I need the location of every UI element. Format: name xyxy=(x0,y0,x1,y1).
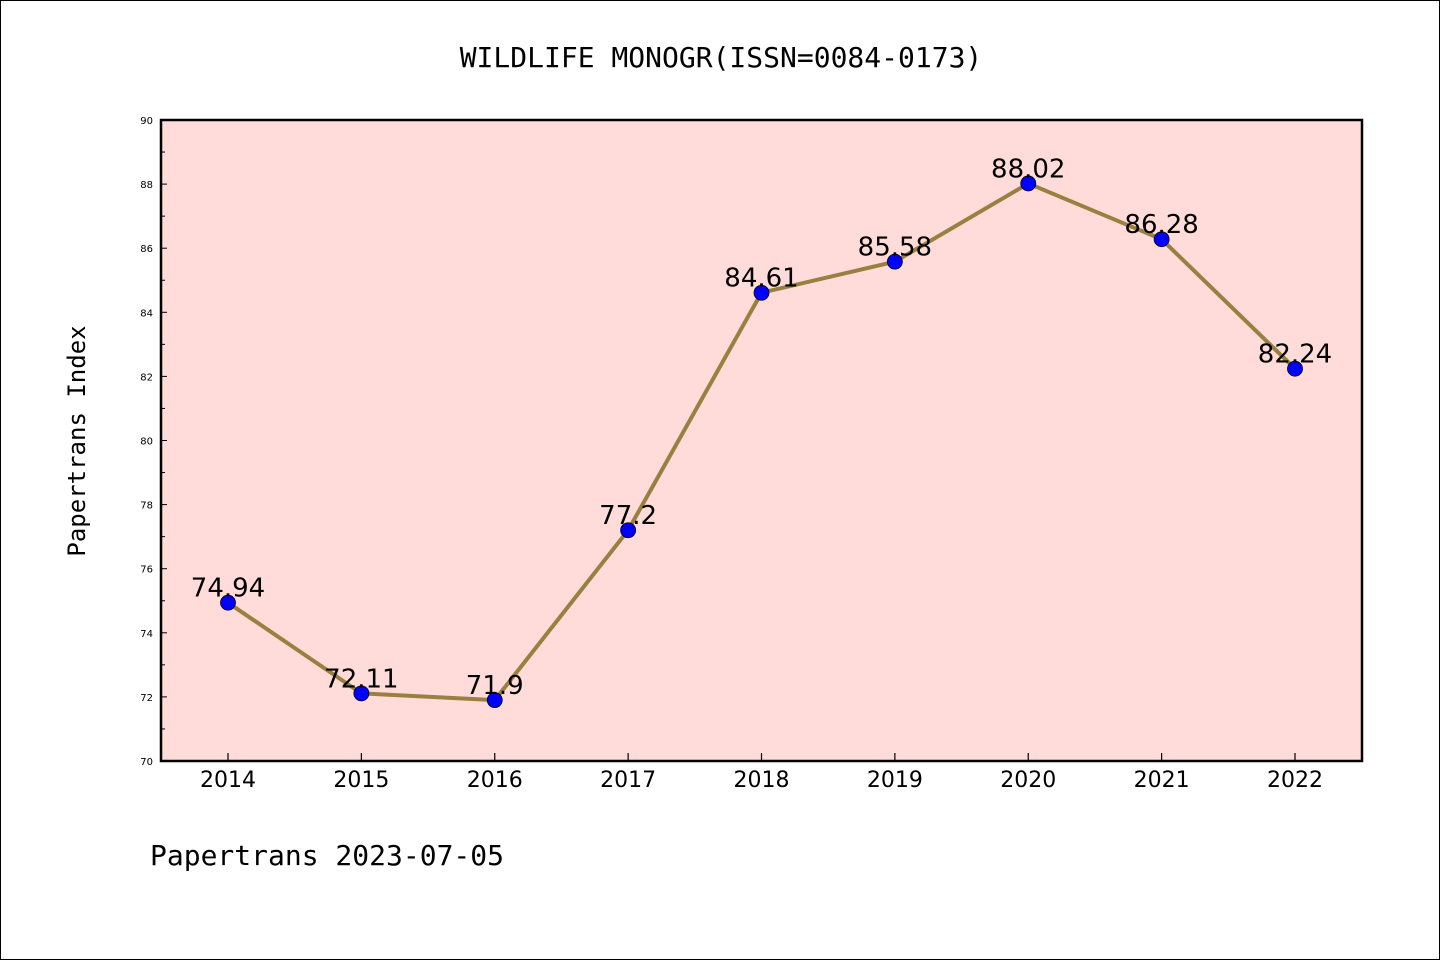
data-point xyxy=(753,284,770,301)
data-series xyxy=(220,175,1303,709)
x-axis: 2014 2015 2016 2017 2018 2019 2020 2021 2022 xyxy=(200,753,1323,793)
data-label: 77.2 xyxy=(599,501,657,531)
data-point xyxy=(486,692,503,709)
data-point xyxy=(1153,231,1170,248)
data-point xyxy=(1287,360,1303,377)
data-label: 88.02 xyxy=(991,154,1065,184)
data-labels: 74.94 72.11 71.9 77.2 84.61 85.58 88.02 86.28 82… xyxy=(191,154,1332,701)
x-tick-label: 2015 xyxy=(333,768,389,793)
data-label: 84.61 xyxy=(724,264,798,294)
x-tick-label: 2020 xyxy=(1000,768,1056,793)
x-tick-label: 2014 xyxy=(200,768,256,793)
data-label: 86.28 xyxy=(1124,210,1198,240)
plot-frame xyxy=(159,118,1364,763)
y-tick-label: 90 xyxy=(140,116,153,127)
data-point xyxy=(886,253,903,270)
data-label: 74.94 xyxy=(191,574,265,604)
y-tick-label: 78 xyxy=(140,501,153,512)
data-point xyxy=(1020,175,1037,192)
data-label: 85.58 xyxy=(858,233,932,263)
chart-title: WILDLIFE MONOGR(ISSN=0084-0173) xyxy=(460,41,983,74)
y-tick-label: 80 xyxy=(140,437,153,448)
data-point xyxy=(620,522,637,539)
plot-area xyxy=(161,120,1362,761)
data-label: 71.9 xyxy=(466,671,524,701)
y-tick-label: 86 xyxy=(140,244,153,255)
data-point xyxy=(220,594,236,611)
y-tick-label: 82 xyxy=(140,372,153,383)
x-tick-label: 2019 xyxy=(867,768,923,793)
y-tick-label: 84 xyxy=(140,308,153,319)
y-tick-label: 88 xyxy=(140,180,153,191)
data-point xyxy=(353,685,370,702)
y-axis-label: Papertrans Index xyxy=(63,325,91,556)
y-tick-label: 70 xyxy=(140,757,153,768)
data-label: 72.11 xyxy=(324,664,398,694)
x-tick-label: 2018 xyxy=(734,768,790,793)
x-tick-label: 2022 xyxy=(1267,768,1323,793)
x-tick-label: 2017 xyxy=(600,768,656,793)
footer-date: Papertrans 2023-07-05 xyxy=(150,839,504,872)
x-tick-label: 2021 xyxy=(1134,768,1190,793)
y-tick-label: 72 xyxy=(140,693,153,704)
y-tick-label: 74 xyxy=(140,629,153,640)
data-label: 82.24 xyxy=(1258,340,1332,370)
x-tick-label: 2016 xyxy=(467,768,523,793)
y-tick-label: 76 xyxy=(140,565,153,576)
